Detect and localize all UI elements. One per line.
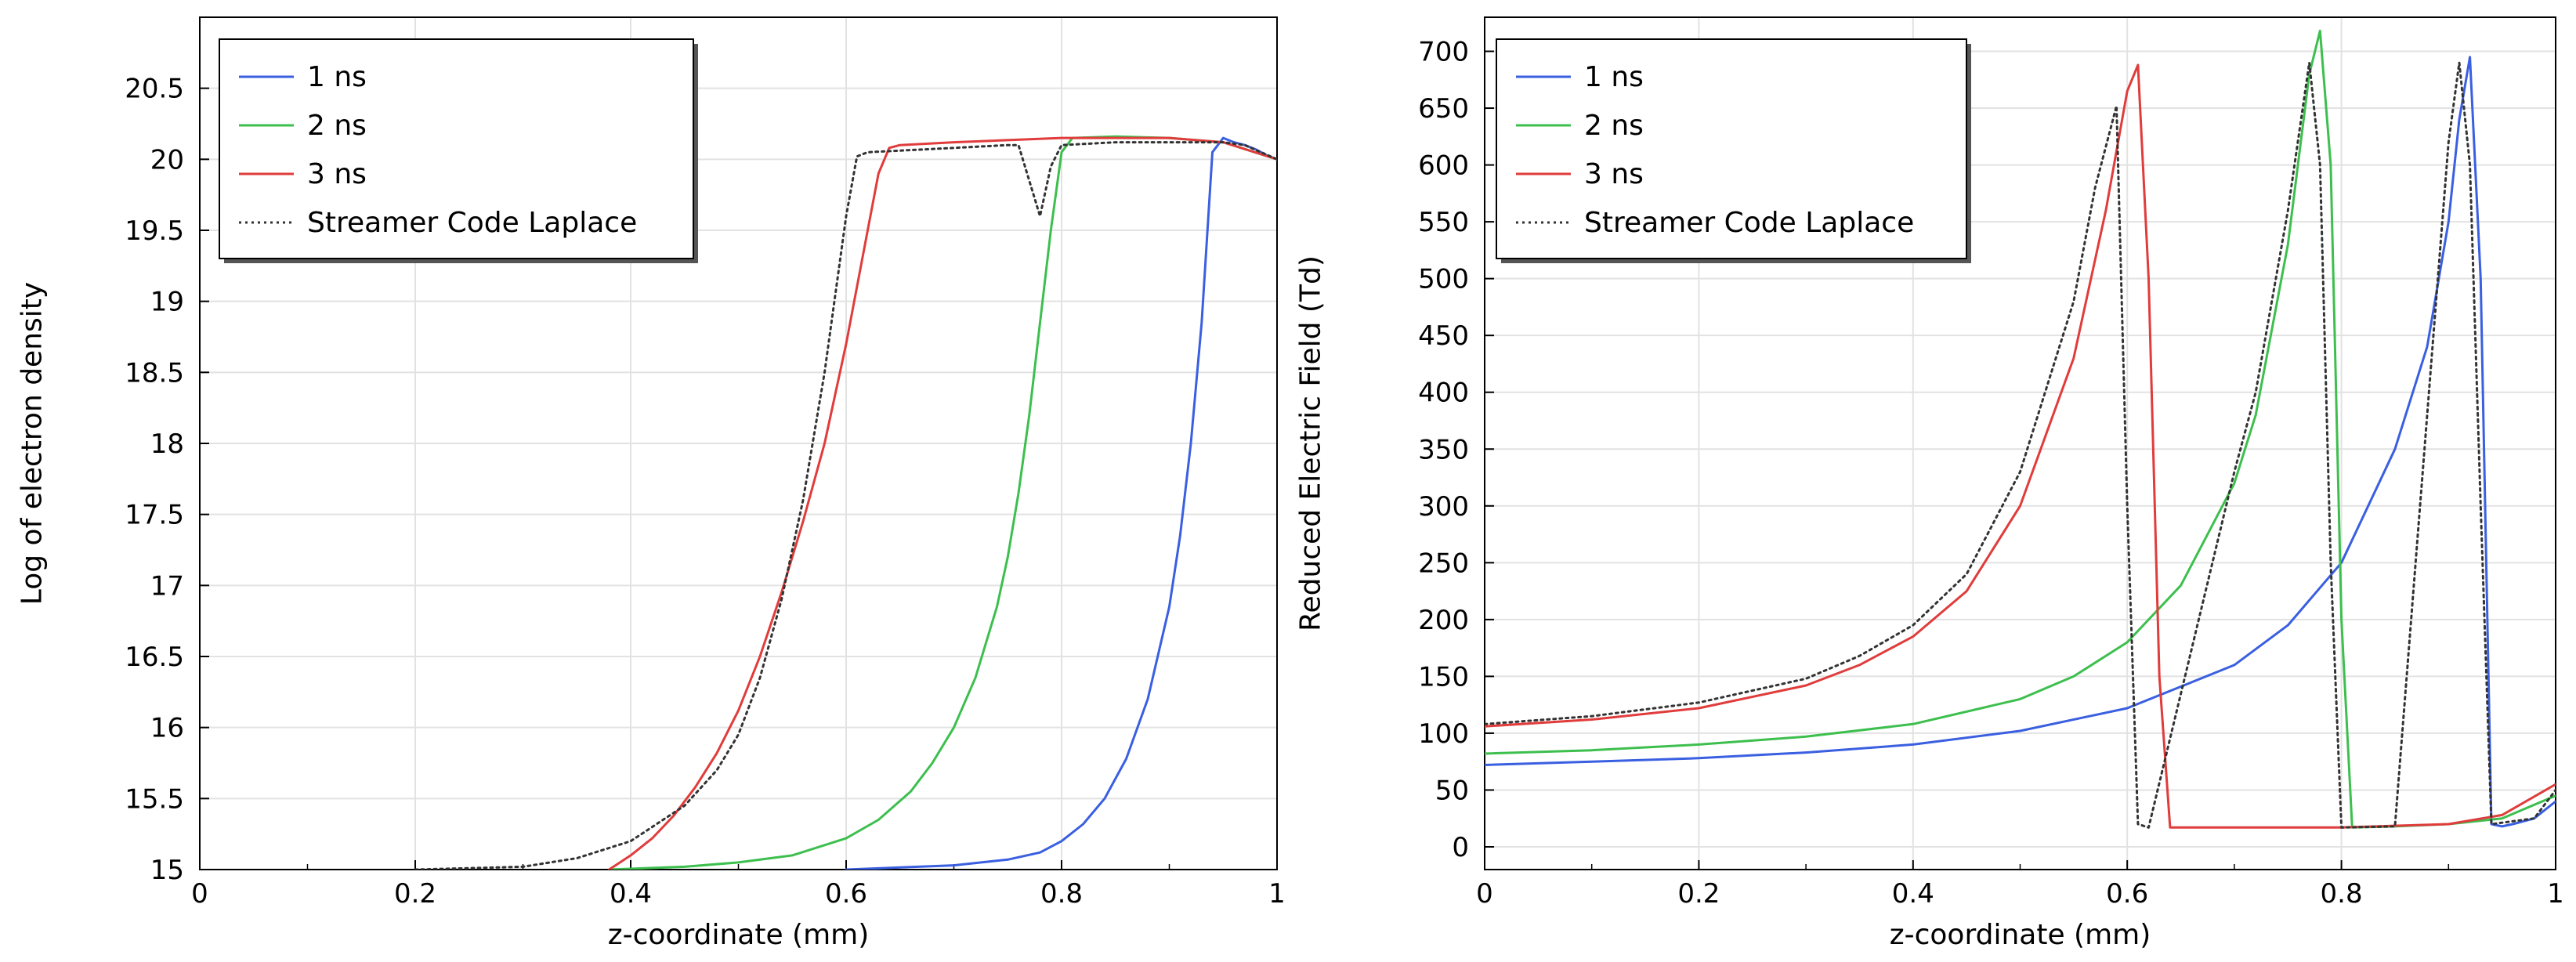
y-tick-label: 0: [1452, 832, 1469, 863]
y-tick-label: 19.5: [125, 215, 184, 247]
chart-1: 0 0.2 0.4 0.6 0.8 1 15 15.5 16 16.5 17 17.5 18 18.5 19…: [16, 16, 1286, 951]
y-tick-label: 150: [1418, 661, 1469, 693]
legend: 1 ns 2 ns 3 ns Streamer Code Laplace: [1496, 38, 1971, 263]
y-tick-label: 20: [150, 144, 184, 175]
legend-label: 2 ns: [307, 110, 367, 142]
chart-2: 0 0.2 0.4 0.6 0.8 1 0 50 100 150 200 250 300 350 400 45…: [1295, 16, 2564, 951]
y-tick-label: 17.5: [125, 500, 184, 531]
y-tick-label: 550: [1418, 207, 1469, 238]
series-line-3: [608, 136, 1277, 870]
y-tick-label: 18: [150, 429, 184, 460]
y-tick-label: 50: [1435, 775, 1469, 806]
legend-label: 1 ns: [307, 61, 367, 93]
y-tick-label: 650: [1418, 93, 1469, 125]
y-tick-label: 200: [1418, 605, 1469, 636]
axes-frame: [199, 16, 1278, 870]
y-tick-label: 17: [150, 570, 184, 602]
axes-frame: [1484, 16, 2556, 870]
y-tick-label: 250: [1418, 548, 1469, 579]
series-line-4: [1485, 61, 2556, 829]
y-tick-label: 16: [150, 713, 184, 744]
y-axis-label: Reduced Electric Field (Td): [1295, 255, 1327, 631]
y-axis-label: Log of electron density: [16, 282, 49, 605]
legend-label: 3 ns: [1584, 158, 1644, 190]
x-tick-label: 1: [1268, 878, 1286, 910]
legend-label: 2 ns: [1584, 110, 1644, 142]
y-tick-label: 19: [150, 287, 184, 318]
y-tick-label: 400: [1418, 378, 1469, 409]
y-tick-label: 500: [1418, 264, 1469, 295]
x-tick-label: 0.8: [2321, 878, 2363, 910]
y-tick-label: 15.5: [125, 783, 184, 815]
y-tick-label: 350: [1418, 434, 1469, 465]
legend-label: Streamer Code Laplace: [1584, 207, 1914, 239]
series-group: [414, 135, 1277, 870]
series-line-1: [1485, 56, 2556, 828]
y-tick-label: 700: [1418, 37, 1469, 68]
series-group: [1485, 29, 2556, 829]
y-tick-label: 300: [1418, 491, 1469, 523]
x-tick-label: 0.4: [1892, 878, 1934, 910]
legend: 1 ns 2 ns 3 ns Streamer Code Laplace: [219, 38, 698, 263]
x-tick-label: 0: [1476, 878, 1493, 910]
y-tick-label: 600: [1418, 150, 1469, 182]
x-tick-label: 0.2: [1677, 878, 1720, 910]
y-tick-label: 450: [1418, 320, 1469, 352]
legend-box: [219, 38, 694, 259]
y-tick-label: 18.5: [125, 357, 184, 389]
x-tick-label: 0.4: [610, 878, 652, 910]
y-tick-label: 20.5: [125, 74, 184, 105]
series-line-3: [1485, 63, 2556, 829]
x-tick-label: 0: [191, 878, 208, 910]
series-line-1: [845, 136, 1277, 870]
series-line-4: [414, 141, 1277, 870]
x-axis-label: z-coordinate (mm): [608, 919, 870, 951]
x-tick-label: 0.6: [825, 878, 867, 910]
legend-label: Streamer Code Laplace: [307, 207, 637, 239]
y-tick-label: 16.5: [125, 642, 184, 673]
x-tick-label: 0.8: [1040, 878, 1083, 910]
y-tick-label: 100: [1418, 718, 1469, 750]
legend-label: 1 ns: [1584, 61, 1644, 93]
x-tick-label: 1: [2547, 878, 2564, 910]
x-tick-label: 0.6: [2106, 878, 2148, 910]
legend-label: 3 ns: [307, 158, 367, 190]
x-tick-label: 0.2: [394, 878, 436, 910]
legend-box: [1496, 38, 1967, 259]
x-axis-label: z-coordinate (mm): [1890, 919, 2151, 951]
y-tick-label: 15: [150, 855, 184, 886]
